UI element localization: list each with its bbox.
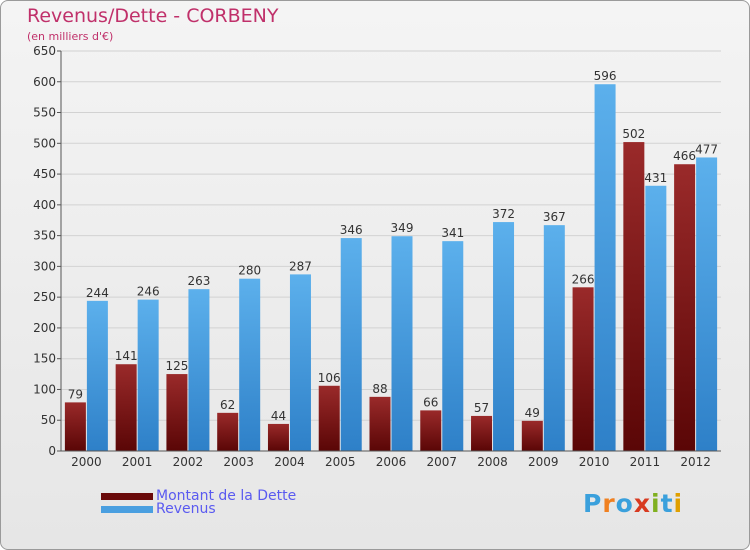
logo-letter: t (660, 489, 674, 518)
bar-dette-2004 (267, 423, 289, 451)
bar-dette-2011 (623, 142, 645, 452)
data-label-dette-2012: 466 (673, 149, 696, 163)
proxiti-logo: Proxiti (583, 489, 683, 518)
bar-revenus-2009 (543, 225, 565, 451)
bar-dette-2000 (64, 402, 86, 451)
x-tick-label-2005: 2005 (325, 455, 356, 469)
data-label-dette-2009: 49 (525, 406, 540, 420)
bar-dette-2003 (217, 412, 239, 451)
chart-title: Revenus/Dette - CORBENY (27, 5, 279, 27)
y-tick-label-450: 450 (33, 167, 56, 181)
legend-label-revenus: Revenus (156, 501, 216, 517)
bar-dette-2006 (369, 396, 391, 451)
x-tick-label-2007: 2007 (426, 455, 457, 469)
bar-revenus-2002 (188, 289, 210, 451)
bar-dette-2007 (420, 410, 442, 451)
legend-swatch-revenus (101, 506, 153, 513)
logo-letter: i (673, 489, 684, 518)
data-label-dette-2002: 125 (165, 359, 188, 373)
gridlines (61, 50, 721, 452)
data-label-dette-2006: 88 (372, 382, 387, 396)
x-tick-label-2011: 2011 (630, 455, 661, 469)
data-label-dette-2000: 79 (68, 387, 83, 401)
data-label-revenus-2005: 346 (340, 223, 363, 237)
bar-revenus-2010 (594, 84, 616, 451)
data-label-revenus-2011: 431 (644, 171, 667, 185)
data-label-revenus-2012: 477 (695, 142, 718, 156)
x-tick-label-2000: 2000 (71, 455, 102, 469)
y-tick-label-500: 500 (33, 136, 56, 150)
bar-revenus-2001 (137, 299, 159, 451)
y-tick-label-650: 650 (33, 44, 56, 58)
x-tick-label-2008: 2008 (477, 455, 508, 469)
y-tick-label-100: 100 (33, 382, 56, 396)
y-tick-label-550: 550 (33, 106, 56, 120)
x-tick-label-2002: 2002 (173, 455, 204, 469)
data-label-dette-2004: 44 (271, 409, 286, 423)
data-label-revenus-2003: 280 (238, 264, 261, 278)
y-tick-label-300: 300 (33, 259, 56, 273)
x-tick-label-2004: 2004 (274, 455, 305, 469)
bar-revenus-2012 (696, 157, 718, 451)
data-label-dette-2007: 66 (423, 395, 438, 409)
bars: 79 244 141 246 125 263 62 280 44 287 106 346 88 349 66… (64, 69, 718, 452)
data-label-revenus-2008: 372 (492, 207, 515, 221)
bar-revenus-2006 (391, 236, 413, 451)
bar-dette-2009 (521, 420, 543, 451)
data-label-revenus-2000: 244 (86, 286, 109, 300)
data-label-revenus-2002: 263 (187, 274, 210, 288)
x-tick-label-2009: 2009 (528, 455, 559, 469)
y-tick-label-600: 600 (33, 75, 56, 89)
y-tick-label-50: 50 (41, 413, 56, 427)
x-tick-label-2003: 2003 (223, 455, 254, 469)
chart-subtitle: (en milliers d'€) (27, 30, 114, 43)
data-label-revenus-2010: 596 (594, 69, 617, 83)
logo-letter: o (615, 489, 634, 518)
bar-dette-2010 (572, 287, 594, 451)
logo-letter: P (583, 489, 603, 518)
bar-dette-2012 (674, 164, 696, 451)
logo-letter: i (651, 489, 661, 518)
legend-label-dette: Montant de la Dette (156, 488, 297, 504)
bar-revenus-2000 (86, 300, 108, 451)
data-label-dette-2010: 266 (572, 272, 595, 286)
logo-letter: x (633, 489, 651, 518)
bar-revenus-2007 (442, 241, 464, 451)
bar-revenus-2003 (239, 278, 261, 451)
y-tick-label-200: 200 (33, 321, 56, 335)
data-label-dette-2001: 141 (115, 349, 138, 363)
data-label-revenus-2004: 287 (289, 259, 312, 273)
bar-revenus-2004 (289, 274, 311, 451)
bar-dette-2001 (115, 364, 137, 451)
data-label-revenus-2007: 341 (441, 226, 464, 240)
y-tick-label-0: 0 (48, 444, 56, 458)
bar-dette-2005 (318, 385, 340, 451)
y-tick-label-350: 350 (33, 229, 56, 243)
data-label-revenus-2009: 367 (543, 210, 566, 224)
y-tick-label-150: 150 (33, 352, 56, 366)
data-label-dette-2008: 57 (474, 401, 489, 415)
x-axis: 2000 2001 2002 2003 2004 2005 2006 2007 2008 2009… (61, 450, 721, 469)
logo-letter: r (602, 489, 616, 518)
x-tick-label-2006: 2006 (376, 455, 407, 469)
legend-swatch-dette (101, 493, 153, 500)
x-tick-label-2001: 2001 (122, 455, 153, 469)
bar-revenus-2005 (340, 238, 362, 451)
bar-revenus-2011 (645, 185, 667, 451)
y-tick-label-250: 250 (33, 290, 56, 304)
bar-dette-2002 (166, 374, 188, 451)
x-tick-label-2010: 2010 (579, 455, 610, 469)
data-label-revenus-2006: 349 (391, 221, 414, 235)
data-label-dette-2005: 106 (318, 371, 341, 385)
data-label-revenus-2001: 246 (137, 285, 160, 299)
y-axis: 0 50 100 150 200 250 300 350 400 450 500 550 600 650 (33, 44, 62, 458)
x-tick-label-2012: 2012 (680, 455, 711, 469)
data-label-dette-2011: 502 (622, 127, 645, 141)
y-tick-label-400: 400 (33, 198, 56, 212)
data-label-dette-2003: 62 (220, 398, 235, 412)
bar-revenus-2008 (493, 222, 515, 451)
bar-dette-2008 (471, 415, 493, 451)
